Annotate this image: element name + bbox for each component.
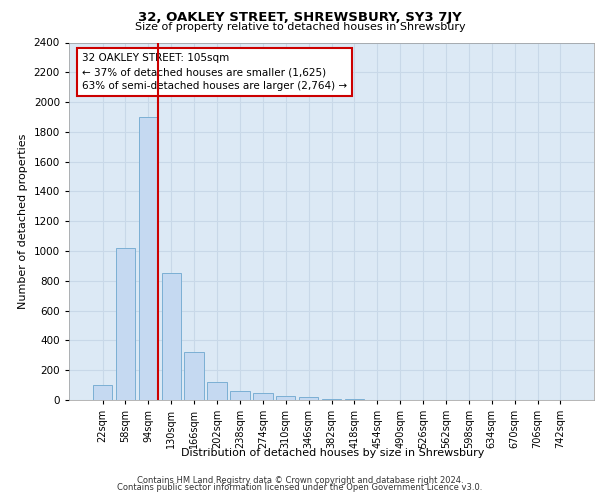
Text: 32, OAKLEY STREET, SHREWSBURY, SY3 7JY: 32, OAKLEY STREET, SHREWSBURY, SY3 7JY [138,11,462,24]
Text: Size of property relative to detached houses in Shrewsbury: Size of property relative to detached ho… [134,22,466,32]
Bar [253,392,272,400]
Bar [93,385,112,400]
Text: Contains public sector information licensed under the Open Government Licence v3: Contains public sector information licen… [118,483,482,492]
Text: Contains HM Land Registry data © Crown copyright and database right 2024.: Contains HM Land Registry data © Crown c… [137,476,463,485]
Bar [299,397,319,400]
Y-axis label: Number of detached properties: Number of detached properties [18,134,28,309]
Bar [208,382,227,400]
Bar [276,396,295,400]
Bar [184,352,204,400]
Bar [322,398,341,400]
Text: Distribution of detached houses by size in Shrewsbury: Distribution of detached houses by size … [181,448,485,458]
Bar [116,248,135,400]
Bar [139,117,158,400]
Text: 32 OAKLEY STREET: 105sqm
← 37% of detached houses are smaller (1,625)
63% of sem: 32 OAKLEY STREET: 105sqm ← 37% of detach… [82,53,347,91]
Bar [161,274,181,400]
Bar [230,391,250,400]
